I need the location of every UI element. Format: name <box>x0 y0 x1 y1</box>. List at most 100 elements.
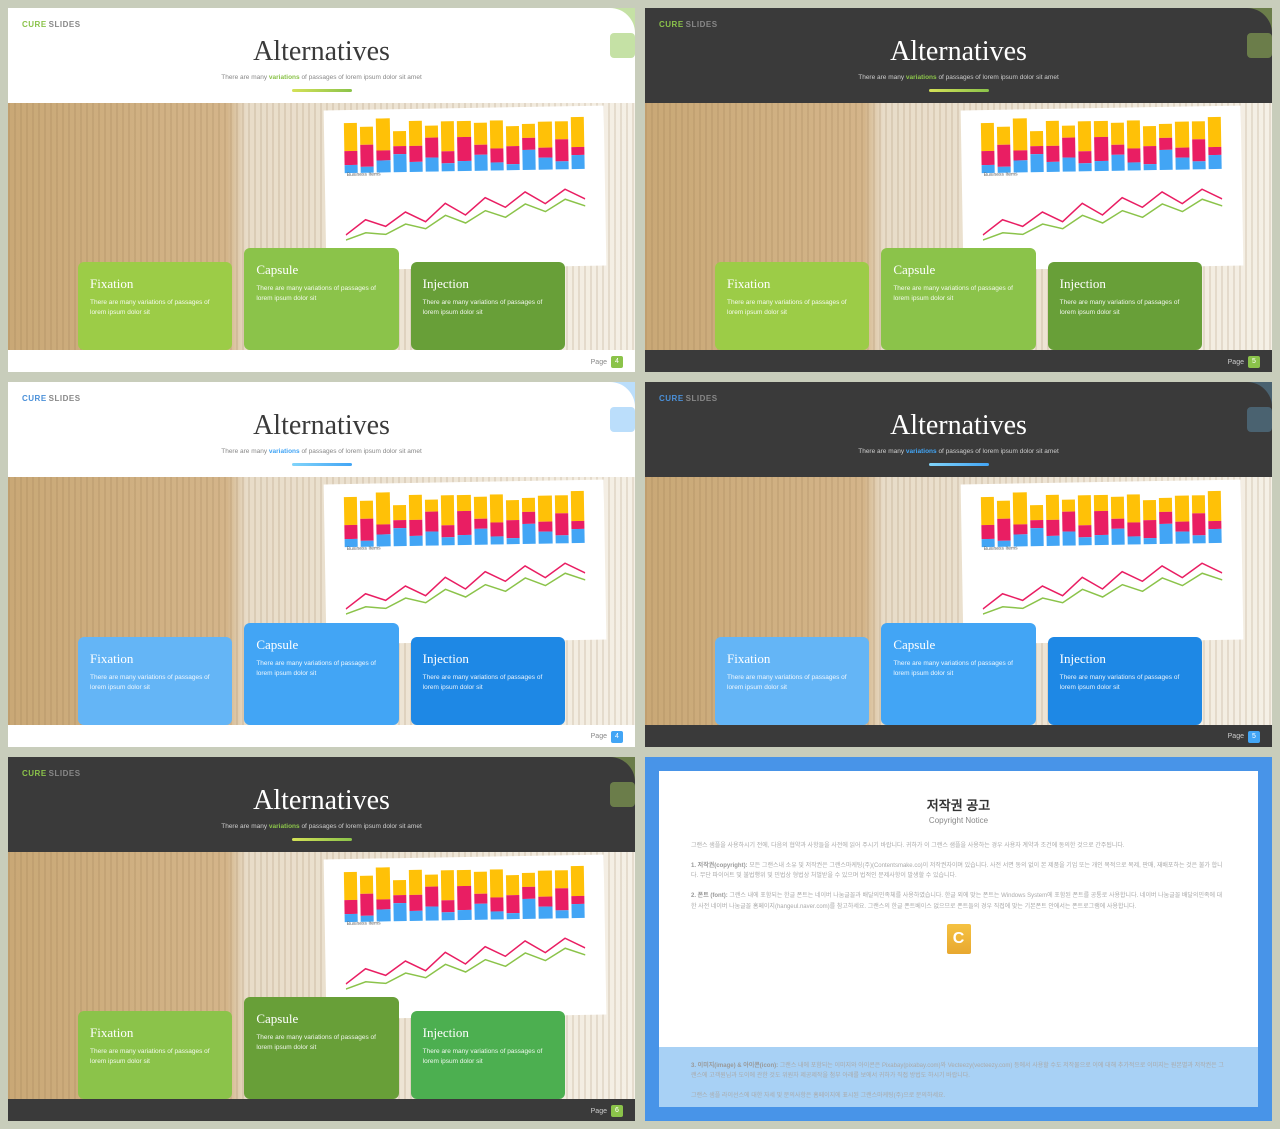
slide-title: Alternatives <box>645 410 1272 442</box>
chart-label: Business Items <box>347 546 381 553</box>
template-slide: CURESLIDES Alternatives There are many v… <box>645 382 1272 746</box>
cards-row: Fixation There are many variations of pa… <box>715 623 1202 725</box>
card-body: There are many variations of passages of… <box>256 1033 386 1053</box>
chart-paper: Business Items <box>324 854 607 1019</box>
page-label: Page <box>1228 733 1244 740</box>
card-body: There are many variations of passages of… <box>893 284 1023 304</box>
copyright-subtitle: Copyright Notice <box>691 816 1226 825</box>
info-card: Capsule There are many variations of pas… <box>244 997 398 1099</box>
line-chart <box>982 181 1223 250</box>
bottom-strip <box>645 725 1272 747</box>
info-card: Fixation There are many variations of pa… <box>78 637 232 725</box>
logo: CURESLIDES <box>22 20 81 29</box>
info-card: Injection There are many variations of p… <box>411 262 565 350</box>
line-chart <box>345 930 586 999</box>
info-card: Capsule There are many variations of pas… <box>244 248 398 350</box>
template-slide: CURESLIDES Alternatives There are many v… <box>8 757 635 1121</box>
line-chart <box>345 555 586 624</box>
bottom-strip <box>8 1099 635 1121</box>
copyright-title: 저작권 공고 <box>691 795 1226 814</box>
title-underline <box>292 463 352 466</box>
corner-decoration <box>580 8 635 63</box>
chart-paper: Business Items <box>961 106 1244 271</box>
copyright-para: 그랜스 샘플을 사용하시기 전에, 다음의 협약과 사항들을 사전에 읽어 주시… <box>691 841 1226 851</box>
card-title: Injection <box>423 651 553 667</box>
corner-decoration <box>580 382 635 437</box>
title-underline <box>292 89 352 92</box>
corner-decoration <box>1217 8 1272 63</box>
logo: CURESLIDES <box>22 394 81 403</box>
chart-label: Business Items <box>984 546 1018 553</box>
info-card: Capsule There are many variations of pas… <box>881 248 1035 350</box>
page-label: Page <box>591 359 607 366</box>
page-label: Page <box>591 1108 607 1115</box>
logo-cure: CURE <box>659 20 684 29</box>
copyright-para: 1. 저작권(copyright): 모든 그랜스내 소유 및 저작권은 그랜스… <box>691 861 1226 881</box>
card-title: Capsule <box>893 637 1023 653</box>
logo-slides: SLIDES <box>49 769 81 778</box>
page-number: 5 <box>1248 356 1260 368</box>
slide-title: Alternatives <box>8 410 635 442</box>
template-slide: CURESLIDES Alternatives There are many v… <box>645 8 1272 372</box>
info-card: Fixation There are many variations of pa… <box>78 262 232 350</box>
copyright-bottom: 3. 이미지(image) & 아이콘(icon): 그랜스 내에 포함되는 이… <box>659 1047 1258 1108</box>
copyright-slide: 저작권 공고 Copyright Notice 그랜스 샘플을 사용하시기 전에… <box>645 757 1272 1121</box>
card-body: There are many variations of passages of… <box>1060 673 1190 693</box>
card-body: There are many variations of passages of… <box>727 298 857 318</box>
card-title: Fixation <box>90 276 220 292</box>
info-card: Fixation There are many variations of pa… <box>715 637 869 725</box>
page-number: 4 <box>611 356 623 368</box>
logo-cure: CURE <box>22 769 47 778</box>
bar-chart <box>981 114 1222 173</box>
card-body: There are many variations of passages of… <box>90 673 220 693</box>
bar-chart <box>344 863 585 922</box>
info-card: Injection There are many variations of p… <box>1048 637 1202 725</box>
card-title: Injection <box>1060 276 1190 292</box>
page-number: 5 <box>1248 731 1260 743</box>
info-card: Fixation There are many variations of pa… <box>715 262 869 350</box>
slide-subtitle: There are many variations of passages of… <box>645 74 1272 81</box>
corner-decoration <box>580 757 635 812</box>
card-body: There are many variations of passages of… <box>423 673 553 693</box>
card-body: There are many variations of passages of… <box>893 659 1023 679</box>
copyright-body: 저작권 공고 Copyright Notice 그랜스 샘플을 사용하시기 전에… <box>659 771 1258 1047</box>
slide-subtitle: There are many variations of passages of… <box>8 74 635 81</box>
cards-row: Fixation There are many variations of pa… <box>78 248 565 350</box>
template-slide: CURESLIDES Alternatives There are many v… <box>8 8 635 372</box>
copyright-para: 2. 폰트 (font): 그랜스 내에 포함되는 한글 폰트는 네이버 나눔글… <box>691 891 1226 911</box>
title-underline <box>929 89 989 92</box>
card-title: Fixation <box>727 651 857 667</box>
slide-subtitle: There are many variations of passages of… <box>8 448 635 455</box>
cards-row: Fixation There are many variations of pa… <box>78 997 565 1099</box>
slide-subtitle: There are many variations of passages of… <box>8 823 635 830</box>
line-chart <box>345 181 586 250</box>
page-label: Page <box>1228 359 1244 366</box>
logo-slides: SLIDES <box>686 394 718 403</box>
title-underline <box>929 463 989 466</box>
card-title: Fixation <box>90 1025 220 1041</box>
page-number: 6 <box>611 1105 623 1117</box>
logo-cure: CURE <box>659 394 684 403</box>
bottom-strip <box>8 725 635 747</box>
card-title: Capsule <box>893 262 1023 278</box>
card-title: Injection <box>423 1025 553 1041</box>
card-title: Capsule <box>256 637 386 653</box>
card-body: There are many variations of passages of… <box>727 673 857 693</box>
card-title: Injection <box>423 276 553 292</box>
logo-slides: SLIDES <box>49 20 81 29</box>
bar-chart <box>981 488 1222 547</box>
chart-paper: Business Items <box>961 480 1244 645</box>
logo-cure: CURE <box>22 394 47 403</box>
card-title: Capsule <box>256 262 386 278</box>
info-card: Fixation There are many variations of pa… <box>78 1011 232 1099</box>
logo-slides: SLIDES <box>686 20 718 29</box>
info-card: Injection There are many variations of p… <box>411 637 565 725</box>
copyright-para: 3. 이미지(image) & 아이콘(icon): 그랜스 내에 포함되는 이… <box>691 1061 1226 1081</box>
info-card: Capsule There are many variations of pas… <box>881 623 1035 725</box>
slide-title: Alternatives <box>8 36 635 68</box>
bottom-strip <box>8 350 635 372</box>
badge-icon: C <box>947 924 971 954</box>
logo: CURESLIDES <box>659 394 718 403</box>
card-body: There are many variations of passages of… <box>423 1047 553 1067</box>
slide-subtitle: There are many variations of passages of… <box>645 448 1272 455</box>
